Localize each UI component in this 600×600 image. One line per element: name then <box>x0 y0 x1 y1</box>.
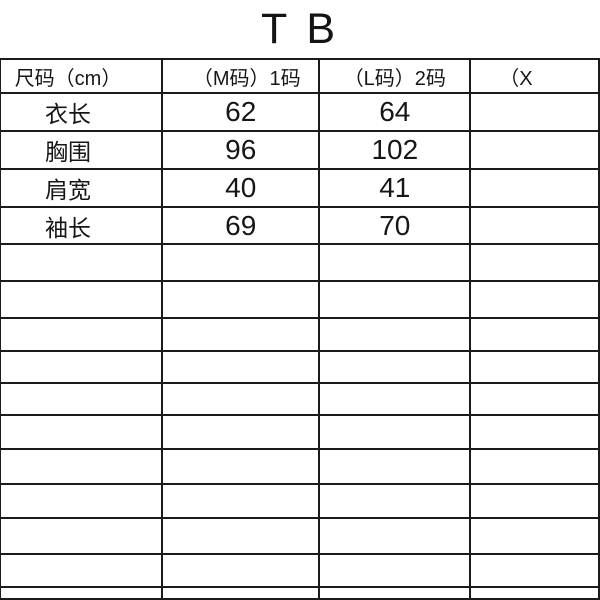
empty-xl <box>469 243 600 282</box>
empty-l <box>318 243 472 282</box>
size-chart: 尺码（cm） （M码）1码 （L码）2码 （X 衣长 62 64 胸围 96 102 肩宽 4… <box>0 58 600 600</box>
empty-m <box>161 414 321 450</box>
empty-l <box>318 517 472 555</box>
table-row: 肩宽 40 41 <box>0 168 600 208</box>
header-size-cm: 尺码（cm） <box>0 58 164 94</box>
empty-xl <box>469 448 600 485</box>
empty-m <box>161 553 321 588</box>
table-row: 衣长 62 64 <box>0 92 600 132</box>
empty-label <box>0 382 164 416</box>
empty-row <box>0 317 600 352</box>
empty-row <box>0 448 600 485</box>
empty-xl <box>469 317 600 352</box>
empty-row <box>0 586 600 600</box>
cell-l: 64 <box>318 92 472 132</box>
size-chart-table: 尺码（cm） （M码）1码 （L码）2码 （X 衣长 62 64 胸围 96 102 肩宽 4… <box>0 58 600 600</box>
empty-l <box>318 280 472 319</box>
empty-m <box>161 382 321 416</box>
table-row: 胸围 96 102 <box>0 130 600 170</box>
header-size-l: （L码）2码 <box>318 58 472 94</box>
row-label: 肩宽 <box>0 168 164 208</box>
empty-l <box>318 317 472 352</box>
header-size-xl-partial: （X <box>469 58 600 94</box>
empty-row <box>0 517 600 555</box>
cell-xl <box>469 168 600 208</box>
empty-m <box>161 586 321 600</box>
row-label: 衣长 <box>0 92 164 132</box>
empty-xl <box>469 414 600 450</box>
cell-m: 40 <box>161 168 321 208</box>
empty-m <box>161 317 321 352</box>
empty-xl <box>469 382 600 416</box>
empty-label <box>0 350 164 384</box>
empty-l <box>318 382 472 416</box>
empty-xl <box>469 517 600 555</box>
empty-m <box>161 350 321 384</box>
cell-xl <box>469 206 600 245</box>
empty-l <box>318 586 472 600</box>
empty-l <box>318 350 472 384</box>
empty-m <box>161 280 321 319</box>
cell-l: 102 <box>318 130 472 170</box>
empty-row <box>0 243 600 282</box>
header-size-m: （M码）1码 <box>161 58 321 94</box>
empty-label <box>0 553 164 588</box>
row-label: 袖长 <box>0 206 164 245</box>
empty-row <box>0 553 600 588</box>
header-row: 尺码（cm） （M码）1码 （L码）2码 （X <box>0 58 600 94</box>
empty-row <box>0 483 600 519</box>
empty-label <box>0 517 164 555</box>
row-label: 胸围 <box>0 130 164 170</box>
page-title: T B <box>260 5 340 53</box>
empty-m <box>161 448 321 485</box>
table-row: 袖长 69 70 <box>0 206 600 245</box>
empty-label <box>0 448 164 485</box>
empty-l <box>318 483 472 519</box>
empty-row <box>0 414 600 450</box>
empty-label <box>0 586 164 600</box>
empty-label <box>0 243 164 282</box>
cell-xl <box>469 130 600 170</box>
empty-label <box>0 414 164 450</box>
empty-m <box>161 517 321 555</box>
cell-m: 96 <box>161 130 321 170</box>
empty-l <box>318 448 472 485</box>
empty-xl <box>469 586 600 600</box>
empty-row <box>0 382 600 416</box>
empty-label <box>0 317 164 352</box>
empty-xl <box>469 553 600 588</box>
empty-l <box>318 553 472 588</box>
cell-l: 70 <box>318 206 472 245</box>
empty-label <box>0 280 164 319</box>
cell-xl <box>469 92 600 132</box>
empty-xl <box>469 483 600 519</box>
cell-m: 62 <box>161 92 321 132</box>
cell-l: 41 <box>318 168 472 208</box>
empty-row <box>0 350 600 384</box>
empty-m <box>161 243 321 282</box>
empty-m <box>161 483 321 519</box>
empty-xl <box>469 350 600 384</box>
cell-m: 69 <box>161 206 321 245</box>
empty-label <box>0 483 164 519</box>
empty-l <box>318 414 472 450</box>
empty-xl <box>469 280 600 319</box>
empty-row <box>0 280 600 319</box>
